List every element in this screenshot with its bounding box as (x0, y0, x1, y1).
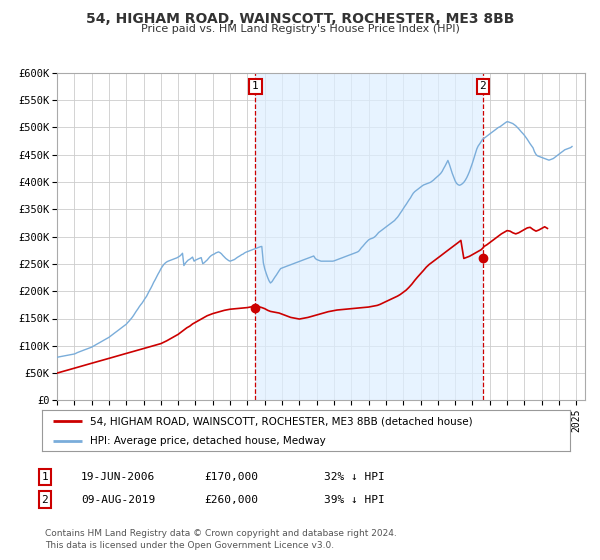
Text: 1: 1 (41, 472, 49, 482)
Text: 39% ↓ HPI: 39% ↓ HPI (324, 494, 385, 505)
Text: 2: 2 (479, 81, 486, 91)
Text: This data is licensed under the Open Government Licence v3.0.: This data is licensed under the Open Gov… (45, 541, 334, 550)
Text: £170,000: £170,000 (204, 472, 258, 482)
Text: 32% ↓ HPI: 32% ↓ HPI (324, 472, 385, 482)
Bar (256, 73, 483, 400)
Text: 2: 2 (41, 494, 49, 505)
Text: £260,000: £260,000 (204, 494, 258, 505)
Text: HPI: Average price, detached house, Medway: HPI: Average price, detached house, Medw… (89, 436, 325, 446)
Text: Price paid vs. HM Land Registry's House Price Index (HPI): Price paid vs. HM Land Registry's House … (140, 24, 460, 34)
Text: 09-AUG-2019: 09-AUG-2019 (81, 494, 155, 505)
Text: 1: 1 (252, 81, 259, 91)
Text: Contains HM Land Registry data © Crown copyright and database right 2024.: Contains HM Land Registry data © Crown c… (45, 530, 397, 539)
Text: 54, HIGHAM ROAD, WAINSCOTT, ROCHESTER, ME3 8BB (detached house): 54, HIGHAM ROAD, WAINSCOTT, ROCHESTER, M… (89, 417, 472, 426)
Text: 54, HIGHAM ROAD, WAINSCOTT, ROCHESTER, ME3 8BB: 54, HIGHAM ROAD, WAINSCOTT, ROCHESTER, M… (86, 12, 514, 26)
Text: 19-JUN-2006: 19-JUN-2006 (81, 472, 155, 482)
